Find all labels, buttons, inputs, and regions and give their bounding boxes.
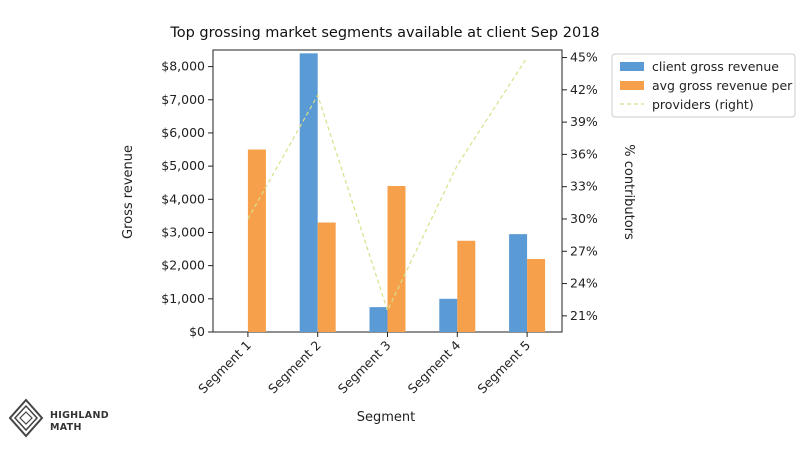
y2-tick-label-30: 30% bbox=[570, 211, 598, 226]
x-tick-label-3: Segment 3 bbox=[335, 338, 394, 397]
x-tick-label-1: Segment 1 bbox=[195, 338, 254, 397]
y2-tick-label-45: 45% bbox=[570, 50, 598, 65]
legend-swatch-avg-gross-revenue bbox=[620, 81, 644, 90]
legend-label-providers: providers (right) bbox=[652, 97, 754, 112]
y-tick-label-3000: $3,000 bbox=[161, 224, 205, 239]
y2-tick-label-24: 24% bbox=[570, 276, 598, 291]
legend-label-avg-gross-revenue: avg gross revenue per bbox=[652, 78, 793, 93]
y-tick-label-0: $0 bbox=[189, 324, 205, 339]
logo-text: HIGHLAND MATH bbox=[50, 410, 109, 434]
bar-avg-gross-revenue-per-3 bbox=[387, 186, 406, 332]
highland-math-logo: HIGHLAND MATH bbox=[8, 398, 128, 442]
bar-client-gross-revenue-3 bbox=[369, 307, 388, 332]
bar-avg-gross-revenue-per-1 bbox=[247, 149, 266, 332]
y-tick-label-5000: $5,000 bbox=[161, 158, 205, 173]
y2-tick-label-39: 39% bbox=[570, 114, 598, 129]
legend-label-client-gross-revenue: client gross revenue bbox=[652, 59, 779, 74]
y-tick-label-7000: $7,000 bbox=[161, 92, 205, 107]
y-tick-label-6000: $6,000 bbox=[161, 125, 205, 140]
x-tick-label-5: Segment 5 bbox=[474, 338, 533, 397]
y-tick-label-8000: $8,000 bbox=[161, 59, 205, 74]
bar-client-gross-revenue-4 bbox=[439, 298, 458, 332]
bar-avg-gross-revenue-per-5 bbox=[527, 259, 546, 332]
bar-client-gross-revenue-5 bbox=[509, 234, 528, 332]
bar-avg-gross-revenue-per-4 bbox=[457, 240, 476, 332]
logo-diamond-icon bbox=[8, 398, 44, 438]
y-axis-title: Gross revenue bbox=[121, 145, 136, 239]
y2-axis-title: % contributors bbox=[621, 144, 636, 240]
logo-line-2: MATH bbox=[50, 422, 82, 433]
chart-title: Top grossing market segments available a… bbox=[169, 25, 599, 41]
y2-tick-label-36: 36% bbox=[570, 146, 598, 161]
y2-tick-label-27: 27% bbox=[570, 243, 598, 258]
y-tick-label-4000: $4,000 bbox=[161, 191, 205, 206]
bar-client-gross-revenue-2 bbox=[299, 53, 318, 332]
line-providers bbox=[247, 57, 528, 313]
y2-tick-label-42: 42% bbox=[570, 82, 598, 97]
logo-line-1: HIGHLAND bbox=[50, 410, 109, 421]
legend: client gross revenue avg gross revenue p… bbox=[611, 53, 796, 118]
y-tick-label-1000: $1,000 bbox=[161, 291, 205, 306]
bar-avg-gross-revenue-per-2 bbox=[317, 222, 336, 332]
x-tick-label-2: Segment 2 bbox=[265, 338, 324, 397]
y2-tick-label-33: 33% bbox=[570, 179, 598, 194]
legend-frame bbox=[611, 53, 796, 118]
x-axis-title: Segment bbox=[357, 410, 416, 425]
y2-tick-label-21: 21% bbox=[570, 308, 598, 323]
x-tick-label-4: Segment 4 bbox=[405, 337, 464, 396]
legend-swatch-client-gross-revenue bbox=[620, 62, 644, 71]
y-tick-label-2000: $2,000 bbox=[161, 258, 205, 273]
